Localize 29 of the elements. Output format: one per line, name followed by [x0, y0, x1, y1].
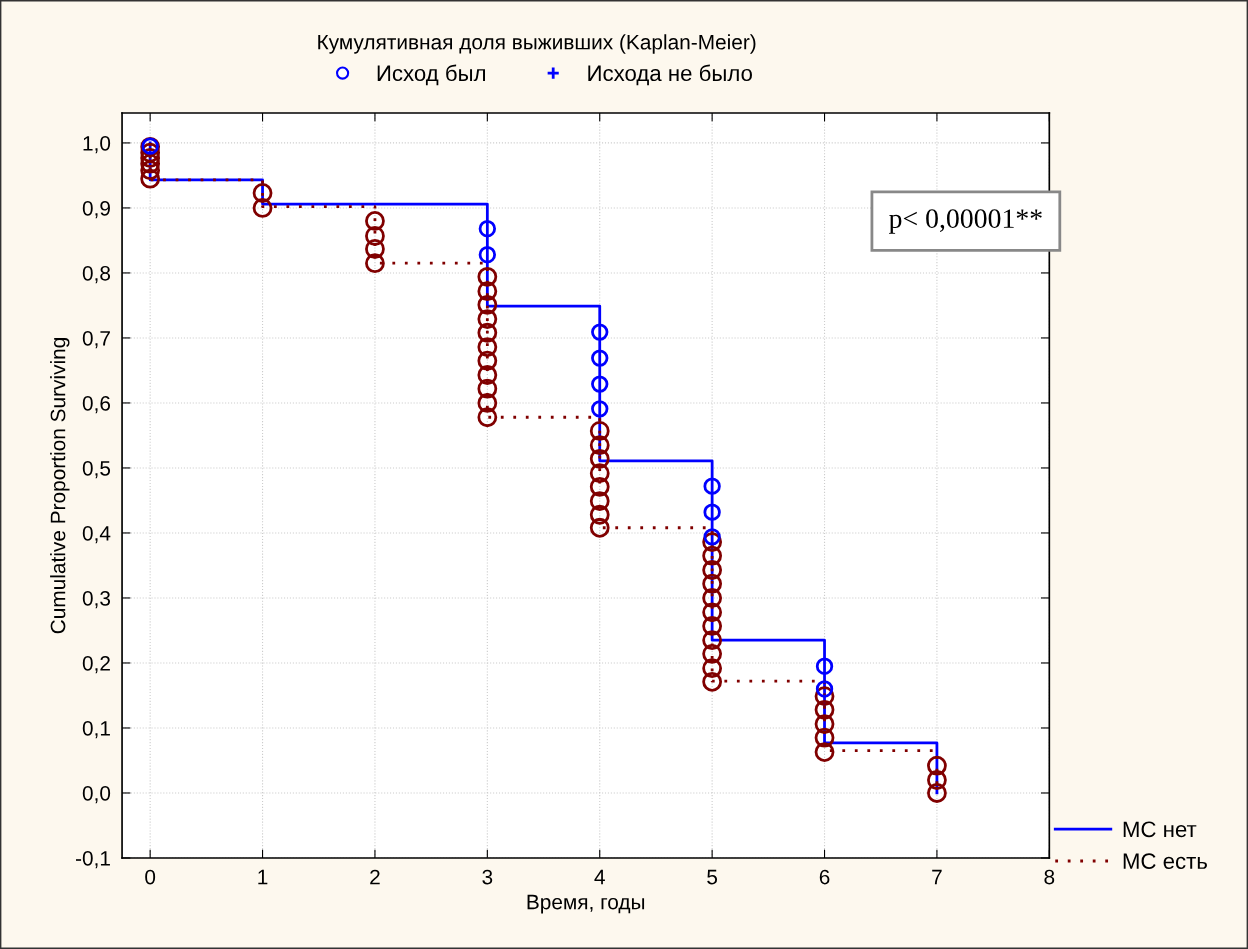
y-tick-label: 1,0: [83, 135, 111, 154]
legend-label: Исход был: [377, 64, 485, 86]
y-tick-label: 0,7: [82, 330, 110, 349]
legend-title: Кумулятивная доля выживших (Kaplan-Meier): [318, 34, 756, 54]
y-axis-title: Cumulative Proportion Surviving: [50, 338, 70, 634]
x-tick-label: 3: [482, 869, 493, 885]
y-tick-label: 0,3: [82, 590, 111, 609]
x-tick-label: 0: [145, 869, 156, 885]
legend-label: МС нет: [1123, 821, 1197, 838]
x-tick-label: 7: [932, 869, 942, 885]
annotation: p< 0,00001**: [889, 209, 1042, 234]
x-tick-label: 2: [370, 869, 380, 885]
legend-label: МС есть: [1123, 853, 1207, 869]
x-tick-label: 8: [1044, 869, 1055, 885]
y-tick-label: 0,9: [82, 200, 110, 219]
y-tick-label: 0,6: [82, 395, 111, 414]
y-tick-label: -0,1: [75, 850, 110, 869]
y-tick-label: 0,2: [82, 655, 110, 674]
x-axis-title: Время, годы: [527, 894, 645, 914]
x-tick-label: 4: [594, 869, 605, 885]
y-tick-label: 0,4: [82, 525, 111, 544]
x-tick-label: 1: [258, 869, 268, 885]
x-tick-label: 5: [707, 869, 718, 885]
legend-label: Исхода не было: [588, 64, 752, 86]
y-tick-label: 0,1: [82, 720, 110, 739]
y-tick-label: 0,5: [82, 460, 111, 479]
x-tick-label: 6: [819, 869, 830, 885]
y-tick-label: 0,8: [82, 265, 111, 284]
y-tick-label: 0,0: [82, 785, 111, 804]
